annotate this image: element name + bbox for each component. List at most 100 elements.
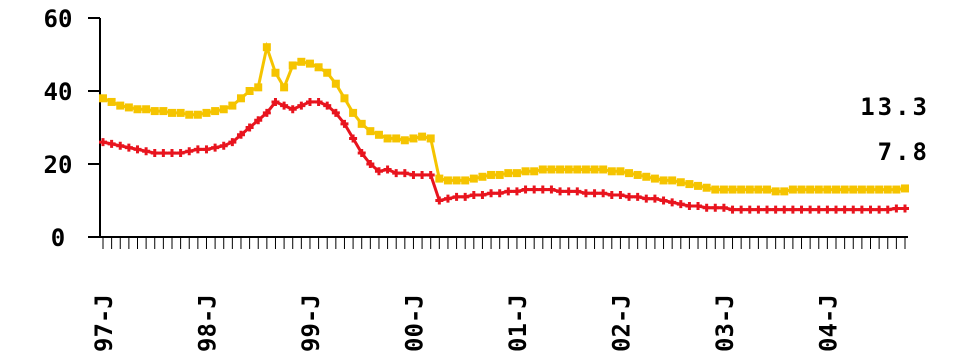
- data-point: [262, 108, 271, 117]
- x-tick-label: 98-J: [193, 294, 221, 352]
- x-tick-label: 02-J: [607, 294, 635, 352]
- data-point: [452, 176, 461, 185]
- data-point: [650, 194, 659, 203]
- data-point: [228, 138, 237, 147]
- data-point: [728, 205, 737, 214]
- data-point: [556, 165, 565, 174]
- data-point: [245, 123, 254, 132]
- data-point: [443, 194, 452, 203]
- data-point: [625, 169, 634, 178]
- data-point: [124, 103, 133, 112]
- data-point: [901, 204, 909, 213]
- data-point: [840, 205, 849, 214]
- data-point: [150, 107, 159, 116]
- series-1: [99, 41, 909, 196]
- data-point: [185, 110, 194, 119]
- data-point: [737, 205, 746, 214]
- data-point: [788, 185, 797, 194]
- data-point: [719, 185, 728, 194]
- data-point: [581, 189, 590, 198]
- data-point: [797, 205, 806, 214]
- data-point: [400, 169, 409, 178]
- data-point: [374, 167, 383, 176]
- data-point: [719, 203, 728, 212]
- data-point: [469, 174, 478, 183]
- data-point: [581, 165, 590, 174]
- data-point: [814, 205, 823, 214]
- data-point: [625, 192, 634, 201]
- data-point: [521, 185, 530, 194]
- data-point: [478, 172, 487, 181]
- y-tick-label: 60: [44, 5, 73, 33]
- data-point: [883, 185, 892, 194]
- data-point: [806, 205, 815, 214]
- data-point: [409, 170, 418, 179]
- data-point: [435, 174, 444, 183]
- data-point: [771, 205, 780, 214]
- data-point: [142, 147, 151, 156]
- data-point: [504, 169, 513, 178]
- data-point: [857, 185, 866, 194]
- data-point: [280, 101, 289, 110]
- data-point: [133, 145, 142, 154]
- data-point: [228, 101, 237, 110]
- data-point: [254, 116, 263, 125]
- data-point: [288, 61, 297, 70]
- data-point: [685, 180, 694, 189]
- series-2: [99, 97, 909, 214]
- data-point: [202, 108, 211, 117]
- data-point: [495, 170, 504, 179]
- data-point: [521, 167, 530, 176]
- data-point: [814, 185, 823, 194]
- data-point: [349, 134, 358, 143]
- series-group: [99, 41, 909, 214]
- data-point: [116, 141, 125, 150]
- data-point: [659, 176, 668, 185]
- data-point: [400, 136, 409, 145]
- data-point: [849, 185, 858, 194]
- data-point: [573, 187, 582, 196]
- data-point: [616, 191, 625, 200]
- data-point: [271, 68, 280, 77]
- data-point: [305, 97, 314, 106]
- data-point: [538, 165, 547, 174]
- data-point: [297, 57, 306, 66]
- data-point: [142, 105, 151, 114]
- data-point: [219, 141, 228, 150]
- data-point: [875, 205, 884, 214]
- data-point: [211, 107, 220, 116]
- data-point: [564, 187, 573, 196]
- data-point: [633, 170, 642, 179]
- data-point: [616, 167, 625, 176]
- data-point: [159, 149, 168, 158]
- data-point: [797, 185, 806, 194]
- data-point: [745, 185, 754, 194]
- data-point: [426, 170, 435, 179]
- data-point: [788, 205, 797, 214]
- data-point: [573, 165, 582, 174]
- data-point: [668, 176, 677, 185]
- data-point: [469, 191, 478, 200]
- x-tick-label: 99-J: [297, 294, 325, 352]
- data-point: [193, 110, 202, 119]
- data-point: [99, 94, 107, 103]
- data-point: [99, 138, 107, 147]
- data-point: [642, 194, 651, 203]
- data-point: [650, 174, 659, 183]
- data-point: [866, 205, 875, 214]
- data-point: [323, 101, 332, 110]
- data-point: [676, 200, 685, 209]
- data-point: [167, 149, 176, 158]
- data-point: [211, 143, 220, 152]
- data-point: [694, 181, 703, 190]
- data-point: [530, 185, 539, 194]
- data-point: [547, 185, 556, 194]
- x-tick-label: 03-J: [711, 294, 739, 352]
- data-point: [185, 147, 194, 156]
- data-point: [452, 192, 461, 201]
- x-tick-label: 97-J: [90, 294, 118, 352]
- x-tick-label: 00-J: [400, 294, 428, 352]
- data-point: [236, 130, 245, 139]
- data-point: [840, 185, 849, 194]
- data-point: [642, 172, 651, 181]
